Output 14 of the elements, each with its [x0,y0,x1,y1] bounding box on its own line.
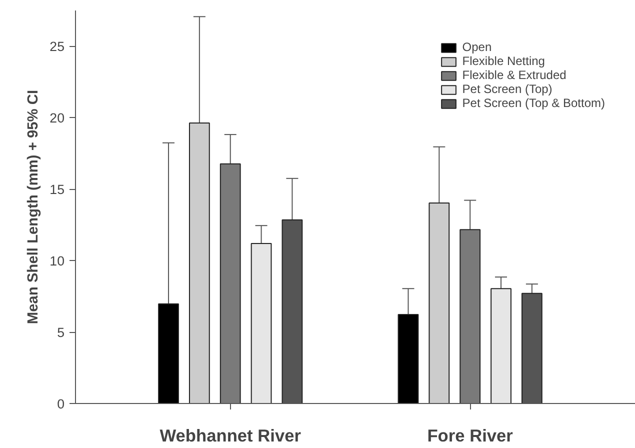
y-tick-label: 20 [50,110,65,126]
legend-label: Flexible Netting [462,54,545,68]
y-tick-label: 0 [57,396,65,412]
legend-label: Pet Screen (Top) [462,82,552,96]
y-tick-label: 5 [57,325,65,340]
legend-label: Open [462,40,492,54]
y-tick-label: 25 [50,39,65,54]
legend-label: Pet Screen (Top & Bottom) [462,96,605,110]
x-tick-label: Fore River [427,426,514,446]
y-tick-label: 10 [50,254,65,269]
y-tick-label: 15 [50,182,65,198]
y-axis-title: Mean Shell Length (mm) + 95% CI [26,90,42,324]
x-tick-label: Webhannet River [160,426,302,446]
legend-label: Flexible & Extruded [462,68,566,82]
